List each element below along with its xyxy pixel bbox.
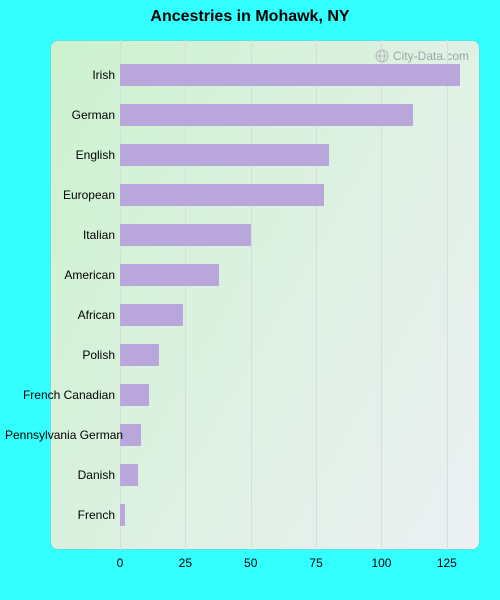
- bar: [120, 464, 138, 486]
- bar: [120, 424, 141, 446]
- x-tick-label: 25: [170, 556, 200, 570]
- y-tick-label: American: [5, 268, 115, 282]
- x-tick-label: 50: [236, 556, 266, 570]
- bar: [120, 344, 159, 366]
- gridline: [447, 40, 448, 550]
- y-tick-label: Polish: [5, 348, 115, 362]
- plot-area: [120, 40, 473, 562]
- bar: [120, 304, 183, 326]
- y-tick-label: Italian: [5, 228, 115, 242]
- bar: [120, 264, 219, 286]
- y-tick-label: African: [5, 308, 115, 322]
- y-tick-label: Irish: [5, 68, 115, 82]
- bar: [120, 504, 125, 526]
- bar: [120, 224, 251, 246]
- page-background: Ancestries in Mohawk, NY City-Data.com 0…: [0, 0, 500, 600]
- bar: [120, 384, 149, 406]
- bar: [120, 64, 460, 86]
- bar: [120, 184, 324, 206]
- y-tick-label: French: [5, 508, 115, 522]
- y-tick-label: Danish: [5, 468, 115, 482]
- y-tick-label: German: [5, 108, 115, 122]
- y-tick-label: French Canadian: [5, 388, 115, 402]
- y-tick-label: Pennsylvania German: [5, 428, 115, 442]
- y-tick-label: English: [5, 148, 115, 162]
- y-tick-label: European: [5, 188, 115, 202]
- x-tick-label: 100: [366, 556, 396, 570]
- x-tick-label: 125: [432, 556, 462, 570]
- bar: [120, 144, 329, 166]
- x-tick-label: 75: [301, 556, 331, 570]
- x-tick-label: 0: [105, 556, 135, 570]
- chart-title: Ancestries in Mohawk, NY: [0, 8, 500, 26]
- bar: [120, 104, 413, 126]
